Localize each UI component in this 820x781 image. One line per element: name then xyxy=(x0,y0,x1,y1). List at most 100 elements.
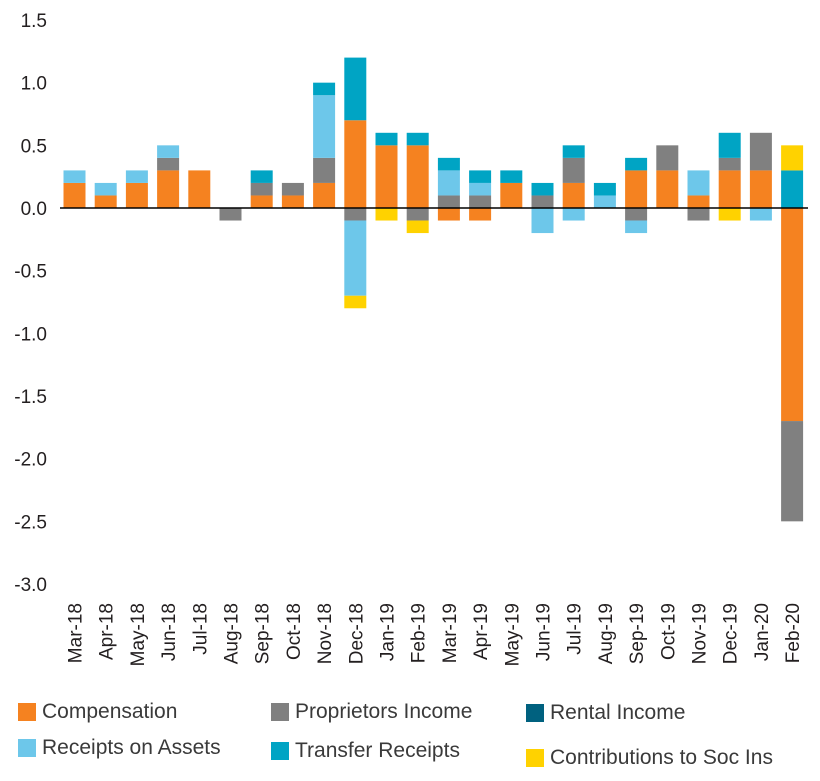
legend-item-contributions: Contributions to Soc Ins xyxy=(526,746,773,770)
bar-proprietors xyxy=(313,157,336,183)
y-tick-label: 0.5 xyxy=(21,136,47,157)
bar-transfer xyxy=(593,182,616,196)
bar-proprietors xyxy=(749,132,772,171)
bar-assets xyxy=(562,208,585,221)
bar-proprietors xyxy=(157,157,180,171)
legend-label-transfer: Transfer Receipts xyxy=(295,739,460,762)
legend-swatch-assets xyxy=(18,739,36,757)
bar-contributions xyxy=(781,145,804,171)
x-tick-label: Jul-19 xyxy=(565,603,586,655)
legend-swatch-proprietors xyxy=(271,703,289,721)
bar-transfer xyxy=(500,170,523,183)
legend-swatch-transfer xyxy=(271,742,289,760)
x-tick-label: May-18 xyxy=(128,603,149,666)
bar-transfer xyxy=(562,145,585,158)
y-axis-ticks: 1.5 1.0 0.5 0.0 -0.5 -1.0 -1.5 -2.0 -2.5 -3.0 xyxy=(14,11,47,596)
x-tick-label: Oct-19 xyxy=(658,603,679,660)
x-tick-label: Dec-19 xyxy=(721,603,742,664)
legend-swatch-rental xyxy=(526,704,544,722)
legend-label-contributions: Contributions to Soc Ins xyxy=(550,746,773,769)
bar-transfer xyxy=(531,182,554,196)
x-tick-label: May-19 xyxy=(502,603,523,666)
bar-transfer xyxy=(375,132,398,146)
y-tick-label: -1.0 xyxy=(14,324,47,345)
bar-transfer xyxy=(313,82,336,96)
legend-item-transfer: Transfer Receipts xyxy=(271,739,460,763)
x-tick-label: Mar-19 xyxy=(440,603,461,663)
x-tick-label: Sep-18 xyxy=(253,603,274,664)
bar-compensation xyxy=(656,170,679,208)
x-tick-label: Apr-18 xyxy=(97,603,118,660)
y-tick-label: -1.5 xyxy=(14,387,47,408)
legend-label-assets: Receipts on Assets xyxy=(42,736,221,759)
x-tick-label: Oct-18 xyxy=(284,603,305,660)
bar-assets xyxy=(94,182,117,196)
bar-proprietors xyxy=(718,157,741,171)
stacked-bar-chart: 1.5 1.0 0.5 0.0 -0.5 -1.0 -1.5 -2.0 -2.5 -3.0 Mar… xyxy=(14,11,808,666)
bar-proprietors xyxy=(687,208,710,221)
y-tick-label: -2.5 xyxy=(14,512,47,533)
y-tick-label: -3.0 xyxy=(14,575,47,596)
bar-compensation xyxy=(94,195,117,208)
bar-compensation xyxy=(687,195,710,208)
x-tick-label: Nov-19 xyxy=(690,603,711,664)
bar-transfer xyxy=(344,57,367,121)
bar-transfer xyxy=(469,170,492,183)
legend-swatch-compensation xyxy=(18,703,36,721)
legend-label-compensation: Compensation xyxy=(42,700,178,723)
bar-proprietors xyxy=(281,182,304,196)
bar-proprietors xyxy=(219,208,242,221)
bar-compensation xyxy=(406,145,429,208)
bar-compensation xyxy=(250,195,273,208)
bar-proprietors xyxy=(562,157,585,183)
bar-contributions xyxy=(406,220,429,234)
bar-proprietors xyxy=(469,195,492,208)
bar-compensation xyxy=(313,182,336,208)
y-tick-label: 1.0 xyxy=(21,74,47,95)
bar-compensation xyxy=(281,195,304,208)
bar-compensation xyxy=(157,170,180,208)
bar-assets xyxy=(313,95,336,158)
bar-compensation xyxy=(344,120,367,208)
bar-contributions xyxy=(344,295,367,309)
x-tick-label: Mar-18 xyxy=(66,603,87,663)
bar-assets xyxy=(437,170,460,196)
bar-proprietors xyxy=(344,208,367,221)
bar-proprietors xyxy=(531,195,554,208)
x-tick-label: Feb-20 xyxy=(783,603,804,663)
bar-assets xyxy=(469,182,492,196)
bar-compensation xyxy=(500,182,523,208)
x-tick-label: Feb-19 xyxy=(409,603,430,663)
x-tick-label: Aug-19 xyxy=(596,603,617,664)
bar-transfer xyxy=(250,170,273,183)
y-tick-label: -0.5 xyxy=(14,262,47,283)
bar-transfer xyxy=(781,170,804,208)
bar-assets xyxy=(749,208,772,221)
bar-assets xyxy=(593,195,616,208)
bar-compensation xyxy=(125,182,148,208)
bar-assets xyxy=(625,220,648,234)
x-axis-ticks: Mar-18 Apr-18 May-18 Jun-18 Jul-18 Aug-18 Sep-… xyxy=(66,603,805,666)
bar-proprietors xyxy=(656,145,679,171)
x-tick-label: Jan-19 xyxy=(378,603,399,661)
bar-proprietors xyxy=(250,182,273,196)
legend-label-rental: Rental Income xyxy=(550,701,686,724)
legend-item-rental: Rental Income xyxy=(526,701,685,725)
bar-compensation xyxy=(63,182,86,208)
bar-transfer xyxy=(625,157,648,171)
bar-compensation xyxy=(718,170,741,208)
bar-proprietors xyxy=(437,195,460,208)
bar-compensation xyxy=(781,208,804,422)
y-tick-label: 0.0 xyxy=(21,199,47,220)
x-tick-label: Nov-18 xyxy=(315,603,336,664)
bar-assets xyxy=(344,220,367,296)
x-tick-label: Apr-19 xyxy=(471,603,492,660)
bar-contributions xyxy=(375,208,398,221)
bar-assets xyxy=(531,208,554,234)
bar-proprietors xyxy=(406,208,429,221)
bar-compensation xyxy=(469,208,492,221)
bar-transfer xyxy=(406,132,429,146)
bar-transfer xyxy=(718,132,741,158)
x-tick-label: Jul-18 xyxy=(190,603,211,655)
legend-item-compensation: Compensation xyxy=(18,700,177,724)
